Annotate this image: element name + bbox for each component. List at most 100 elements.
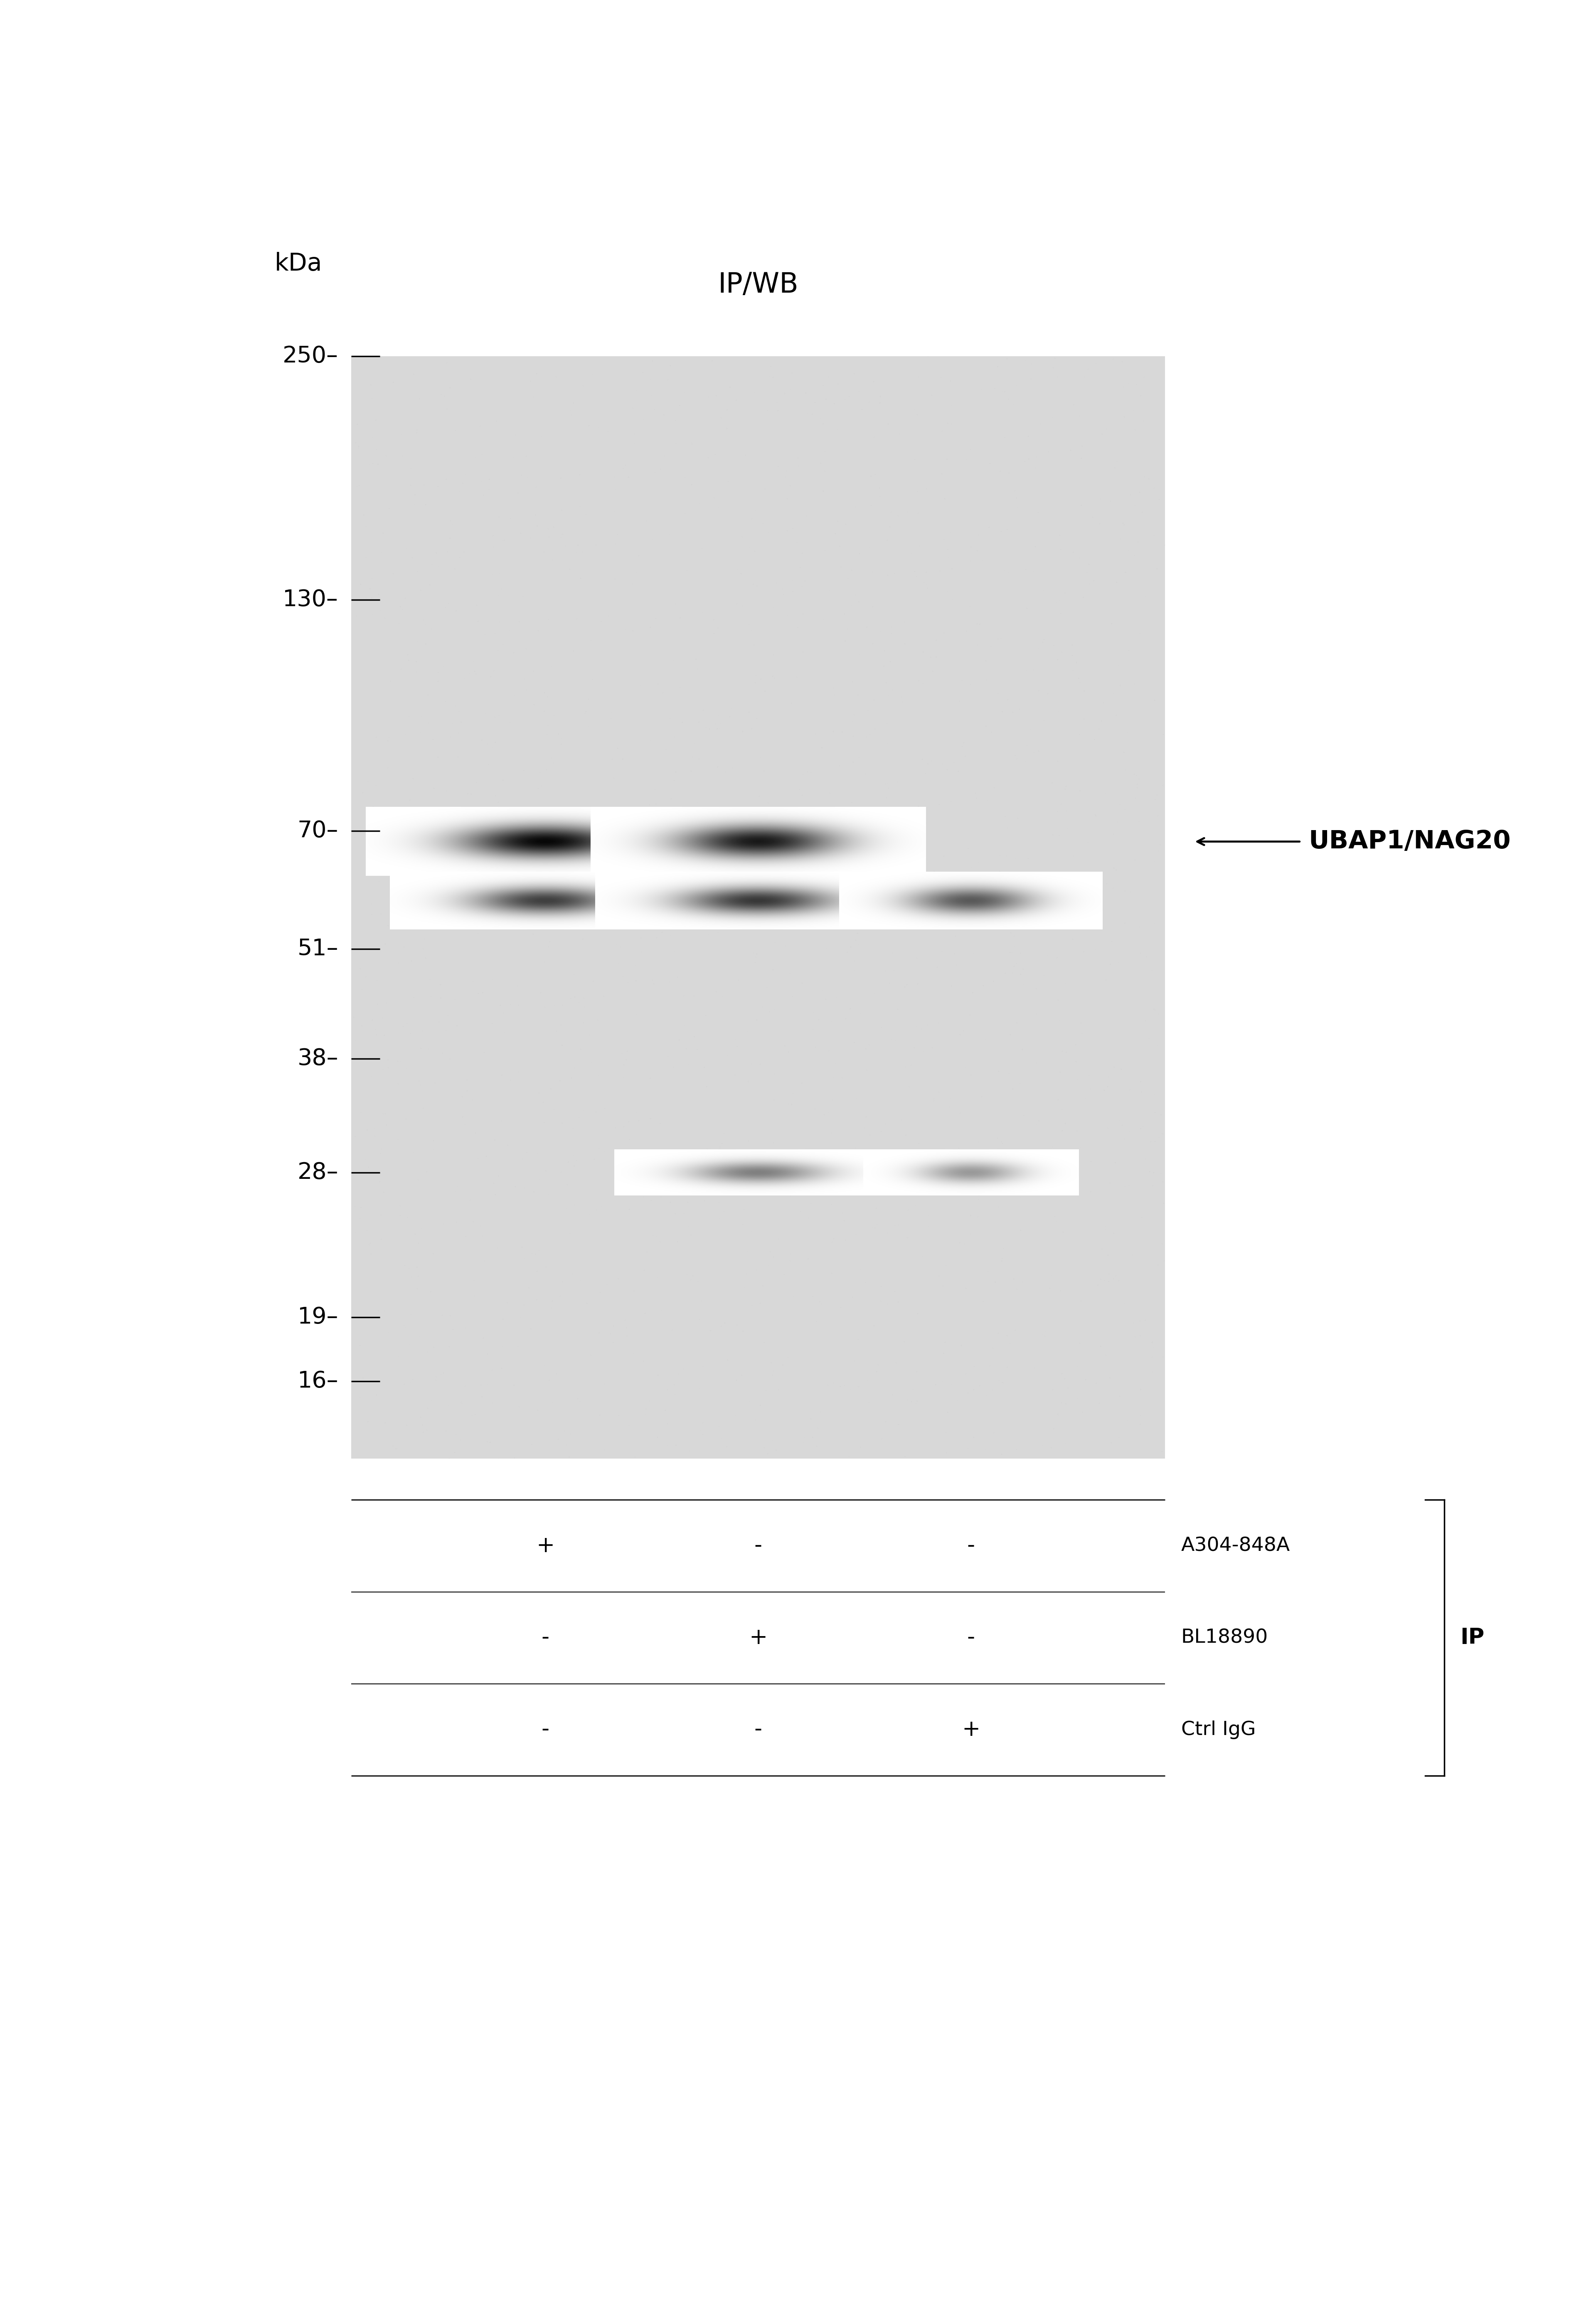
Point: [1127, 935, 1152, 972]
Point: [958, 432, 983, 469]
Point: [452, 822, 477, 859]
Point: [725, 1029, 750, 1066]
Point: [397, 1325, 423, 1362]
Point: [1122, 666, 1148, 703]
Point: [401, 356, 426, 393]
Point: [956, 1374, 982, 1410]
Point: [662, 753, 688, 790]
Text: 51–: 51–: [297, 937, 338, 960]
Point: [367, 1135, 393, 1171]
Point: [752, 471, 777, 508]
Point: [988, 903, 1013, 939]
Point: [996, 1054, 1021, 1091]
Point: [610, 450, 635, 487]
Point: [774, 597, 800, 634]
Point: [863, 1364, 889, 1401]
Point: [763, 1431, 788, 1468]
Point: [958, 528, 983, 565]
Point: [1026, 733, 1052, 769]
Point: [624, 554, 650, 590]
Point: [602, 459, 627, 496]
Point: [436, 1328, 461, 1364]
Point: [816, 1031, 841, 1068]
Point: [902, 554, 927, 590]
Point: [780, 1277, 806, 1314]
Point: [1049, 634, 1074, 671]
Point: [769, 572, 795, 609]
Point: [975, 1254, 1001, 1291]
Point: [598, 694, 624, 730]
Point: [570, 368, 595, 404]
Point: [525, 613, 551, 650]
Point: [670, 979, 696, 1015]
Point: [1096, 1165, 1122, 1201]
Point: [1130, 402, 1156, 439]
Point: [1143, 992, 1168, 1029]
Point: [670, 1351, 696, 1387]
Point: [1071, 673, 1096, 710]
Point: [1047, 1054, 1073, 1091]
Point: [761, 659, 787, 696]
Point: [498, 1061, 523, 1098]
Point: [857, 384, 883, 420]
Point: [1143, 1093, 1168, 1130]
Point: [806, 1284, 832, 1321]
Point: [945, 1383, 970, 1420]
Point: [350, 774, 375, 811]
Point: [994, 838, 1020, 875]
Point: [450, 464, 476, 501]
Point: [985, 349, 1010, 386]
Point: [974, 707, 999, 744]
Point: [803, 1091, 828, 1128]
Point: [678, 1261, 704, 1298]
Point: [862, 418, 887, 455]
Point: [402, 475, 428, 512]
Point: [938, 388, 964, 425]
Point: [656, 361, 681, 397]
Point: [750, 813, 776, 850]
Point: [445, 740, 471, 776]
Point: [991, 418, 1017, 455]
Point: [819, 1114, 844, 1151]
Point: [915, 567, 940, 604]
Point: [445, 825, 471, 861]
Point: [747, 1387, 772, 1424]
Point: [753, 1371, 779, 1408]
Point: [342, 1188, 367, 1224]
Point: [777, 956, 803, 992]
Point: [1104, 565, 1130, 602]
Point: [1130, 494, 1156, 531]
Point: [790, 756, 816, 792]
Point: [474, 1367, 500, 1403]
Point: [1112, 1121, 1138, 1158]
Point: [998, 1148, 1023, 1185]
Point: [1068, 664, 1093, 701]
Point: [1122, 756, 1148, 792]
Point: [832, 1201, 857, 1238]
Point: [675, 1183, 701, 1220]
Point: [1077, 1174, 1103, 1211]
Point: [905, 790, 930, 827]
Point: [1140, 1323, 1165, 1360]
Point: [1042, 871, 1068, 907]
Point: [990, 372, 1015, 409]
Point: [413, 1153, 439, 1190]
Point: [1144, 551, 1170, 588]
Point: [413, 625, 439, 662]
Point: [477, 818, 503, 854]
Point: [575, 1284, 600, 1321]
Point: [1128, 1199, 1154, 1236]
Point: [1148, 827, 1173, 864]
Point: [828, 1289, 854, 1325]
Point: [480, 517, 506, 554]
Point: [1106, 1263, 1132, 1300]
Point: [397, 781, 423, 818]
Point: [747, 1284, 772, 1321]
Point: [942, 744, 967, 781]
Point: [832, 595, 857, 632]
Point: [354, 1403, 380, 1440]
Point: [835, 560, 860, 597]
Point: [851, 430, 876, 466]
Point: [798, 1401, 824, 1438]
Point: [792, 563, 817, 600]
